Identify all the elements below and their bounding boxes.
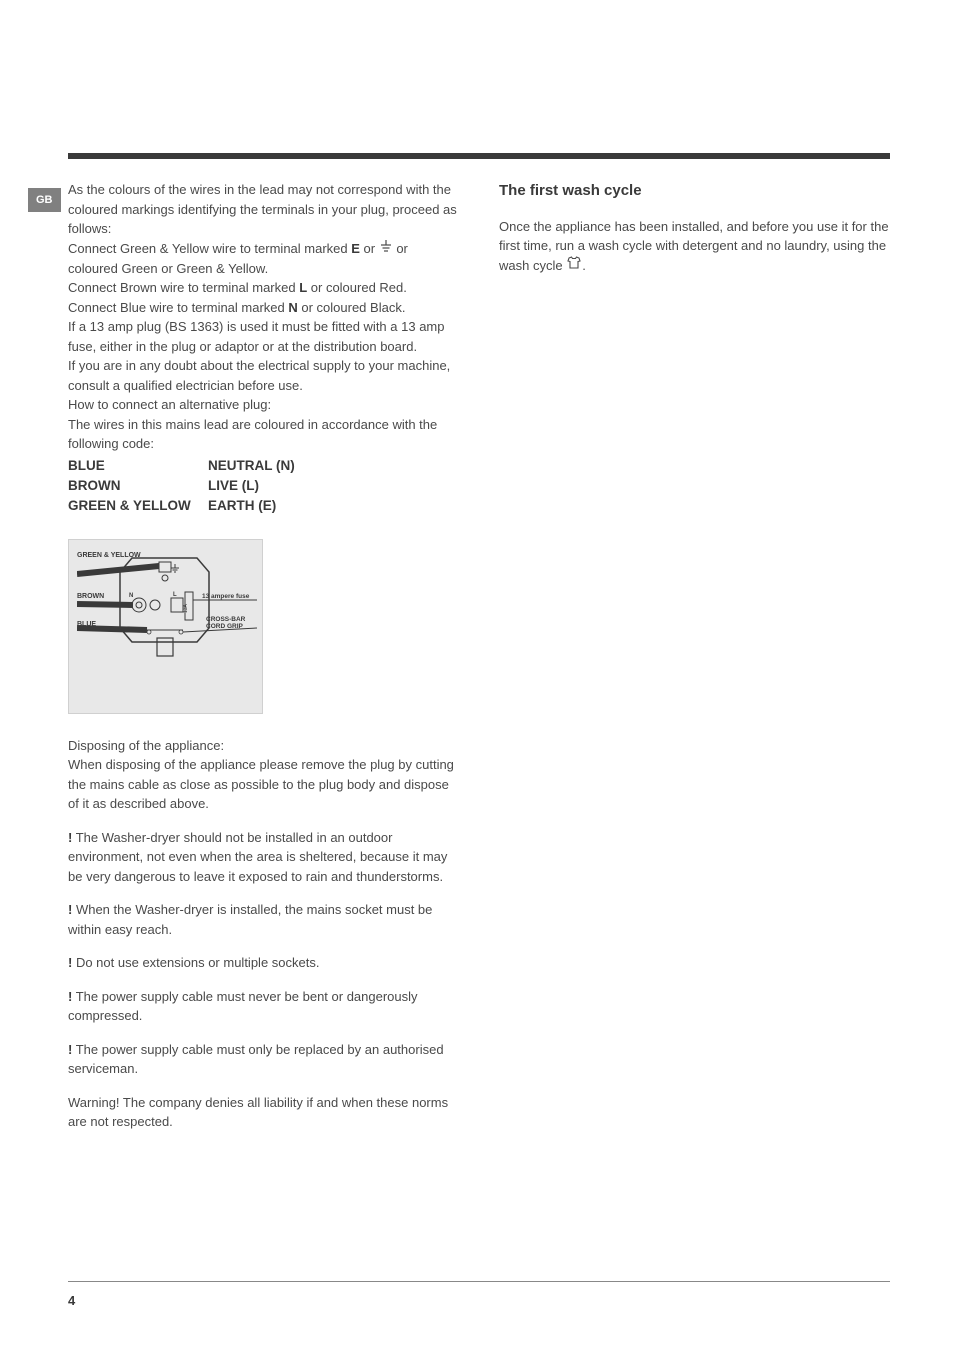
diagram-label-brown: BROWN xyxy=(77,592,104,603)
earth-icon xyxy=(379,239,393,259)
left-column: As the colours of the wires in the lead … xyxy=(68,180,459,1132)
diagram-label-blue: BLUE xyxy=(77,620,96,631)
disposing-body: When disposing of the appliance please r… xyxy=(68,755,459,814)
connect-l-text: Connect Brown wire to terminal marked L … xyxy=(68,278,459,298)
wire-blue: BLUE xyxy=(68,456,208,476)
region-badge: GB xyxy=(28,188,61,212)
wiring-code-table: BLUE NEUTRAL (N) BROWN LIVE (L) GREEN & … xyxy=(68,456,459,517)
footer-rule xyxy=(68,1281,890,1282)
warning-socket-reach: ! When the Washer-dryer is installed, th… xyxy=(68,900,459,939)
first-wash-post: . xyxy=(582,258,586,273)
terminal-earth: EARTH (E) xyxy=(208,496,276,516)
warn2-text: When the Washer-dryer is installed, the … xyxy=(68,902,432,937)
svg-text:N: N xyxy=(129,593,133,599)
warn3-text: Do not use extensions or multiple socket… xyxy=(72,955,319,970)
warn5-text: The power supply cable must only be repl… xyxy=(68,1042,444,1077)
warn4-text: The power supply cable must never be ben… xyxy=(68,989,418,1024)
connect-l-pre: Connect Brown wire to terminal marked xyxy=(68,280,299,295)
svg-text:L: L xyxy=(173,592,177,598)
terminal-e: E xyxy=(351,241,360,256)
wires-note: The wires in this mains lead are coloure… xyxy=(68,415,459,454)
terminal-n: N xyxy=(288,300,297,315)
diagram-label-cord-grip: CROSS-BAR CORD GRIP xyxy=(206,616,254,630)
intro-text: As the colours of the wires in the lead … xyxy=(68,180,459,239)
first-wash-title: The first wash cycle xyxy=(499,180,890,203)
header-bar xyxy=(68,153,890,159)
terminal-live: LIVE (L) xyxy=(208,476,259,496)
terminal-neutral: NEUTRAL (N) xyxy=(208,456,295,476)
connect-n-pre: Connect Blue wire to terminal marked xyxy=(68,300,288,315)
terminal-l: L xyxy=(299,280,307,295)
plug-diagram-svg: N L 13A xyxy=(77,550,257,670)
warn1-text: The Washer-dryer should not be installed… xyxy=(68,830,447,884)
code-row-green-yellow: GREEN & YELLOW EARTH (E) xyxy=(68,496,459,516)
connect-l-post: or coloured Red. xyxy=(307,280,407,295)
disposing-title: Disposing of the appliance: xyxy=(68,736,459,756)
doubt-note: If you are in any doubt about the electr… xyxy=(68,356,459,395)
right-column: The first wash cycle Once the appliance … xyxy=(499,180,890,1132)
connect-n-text: Connect Blue wire to terminal marked N o… xyxy=(68,298,459,318)
plug-wiring-diagram: N L 13A GREEN & YE xyxy=(68,539,263,714)
alt-plug-heading: How to connect an alternative plug: xyxy=(68,395,459,415)
connect-e-pre: Connect Green & Yellow wire to terminal … xyxy=(68,241,351,256)
first-wash-pre: Once the appliance has been installed, a… xyxy=(499,219,889,273)
final-warning: Warning! The company denies all liabilit… xyxy=(68,1093,459,1132)
warning-outdoor: ! The Washer-dryer should not be install… xyxy=(68,828,459,887)
wire-brown: BROWN xyxy=(68,476,208,496)
connect-e-mid: or xyxy=(360,241,379,256)
page-number: 4 xyxy=(68,1293,75,1308)
fuse-note: If a 13 amp plug (BS 1363) is used it mu… xyxy=(68,317,459,356)
wire-green-yellow: GREEN & YELLOW xyxy=(68,496,208,516)
diagram-label-green-yellow: GREEN & YELLOW xyxy=(77,552,141,560)
svg-text:13A: 13A xyxy=(183,603,189,613)
connect-e-text: Connect Green & Yellow wire to terminal … xyxy=(68,239,459,279)
connect-n-post: or coloured Black. xyxy=(298,300,406,315)
code-row-blue: BLUE NEUTRAL (N) xyxy=(68,456,459,476)
tshirt-icon xyxy=(566,256,582,276)
warning-extensions: ! Do not use extensions or multiple sock… xyxy=(68,953,459,973)
code-row-brown: BROWN LIVE (L) xyxy=(68,476,459,496)
warning-cable-replace: ! The power supply cable must only be re… xyxy=(68,1040,459,1079)
diagram-label-fuse: 13 ampere fuse xyxy=(202,592,254,602)
content-area: As the colours of the wires in the lead … xyxy=(68,180,890,1132)
first-wash-body: Once the appliance has been installed, a… xyxy=(499,217,890,276)
warning-cable-bent: ! The power supply cable must never be b… xyxy=(68,987,459,1026)
